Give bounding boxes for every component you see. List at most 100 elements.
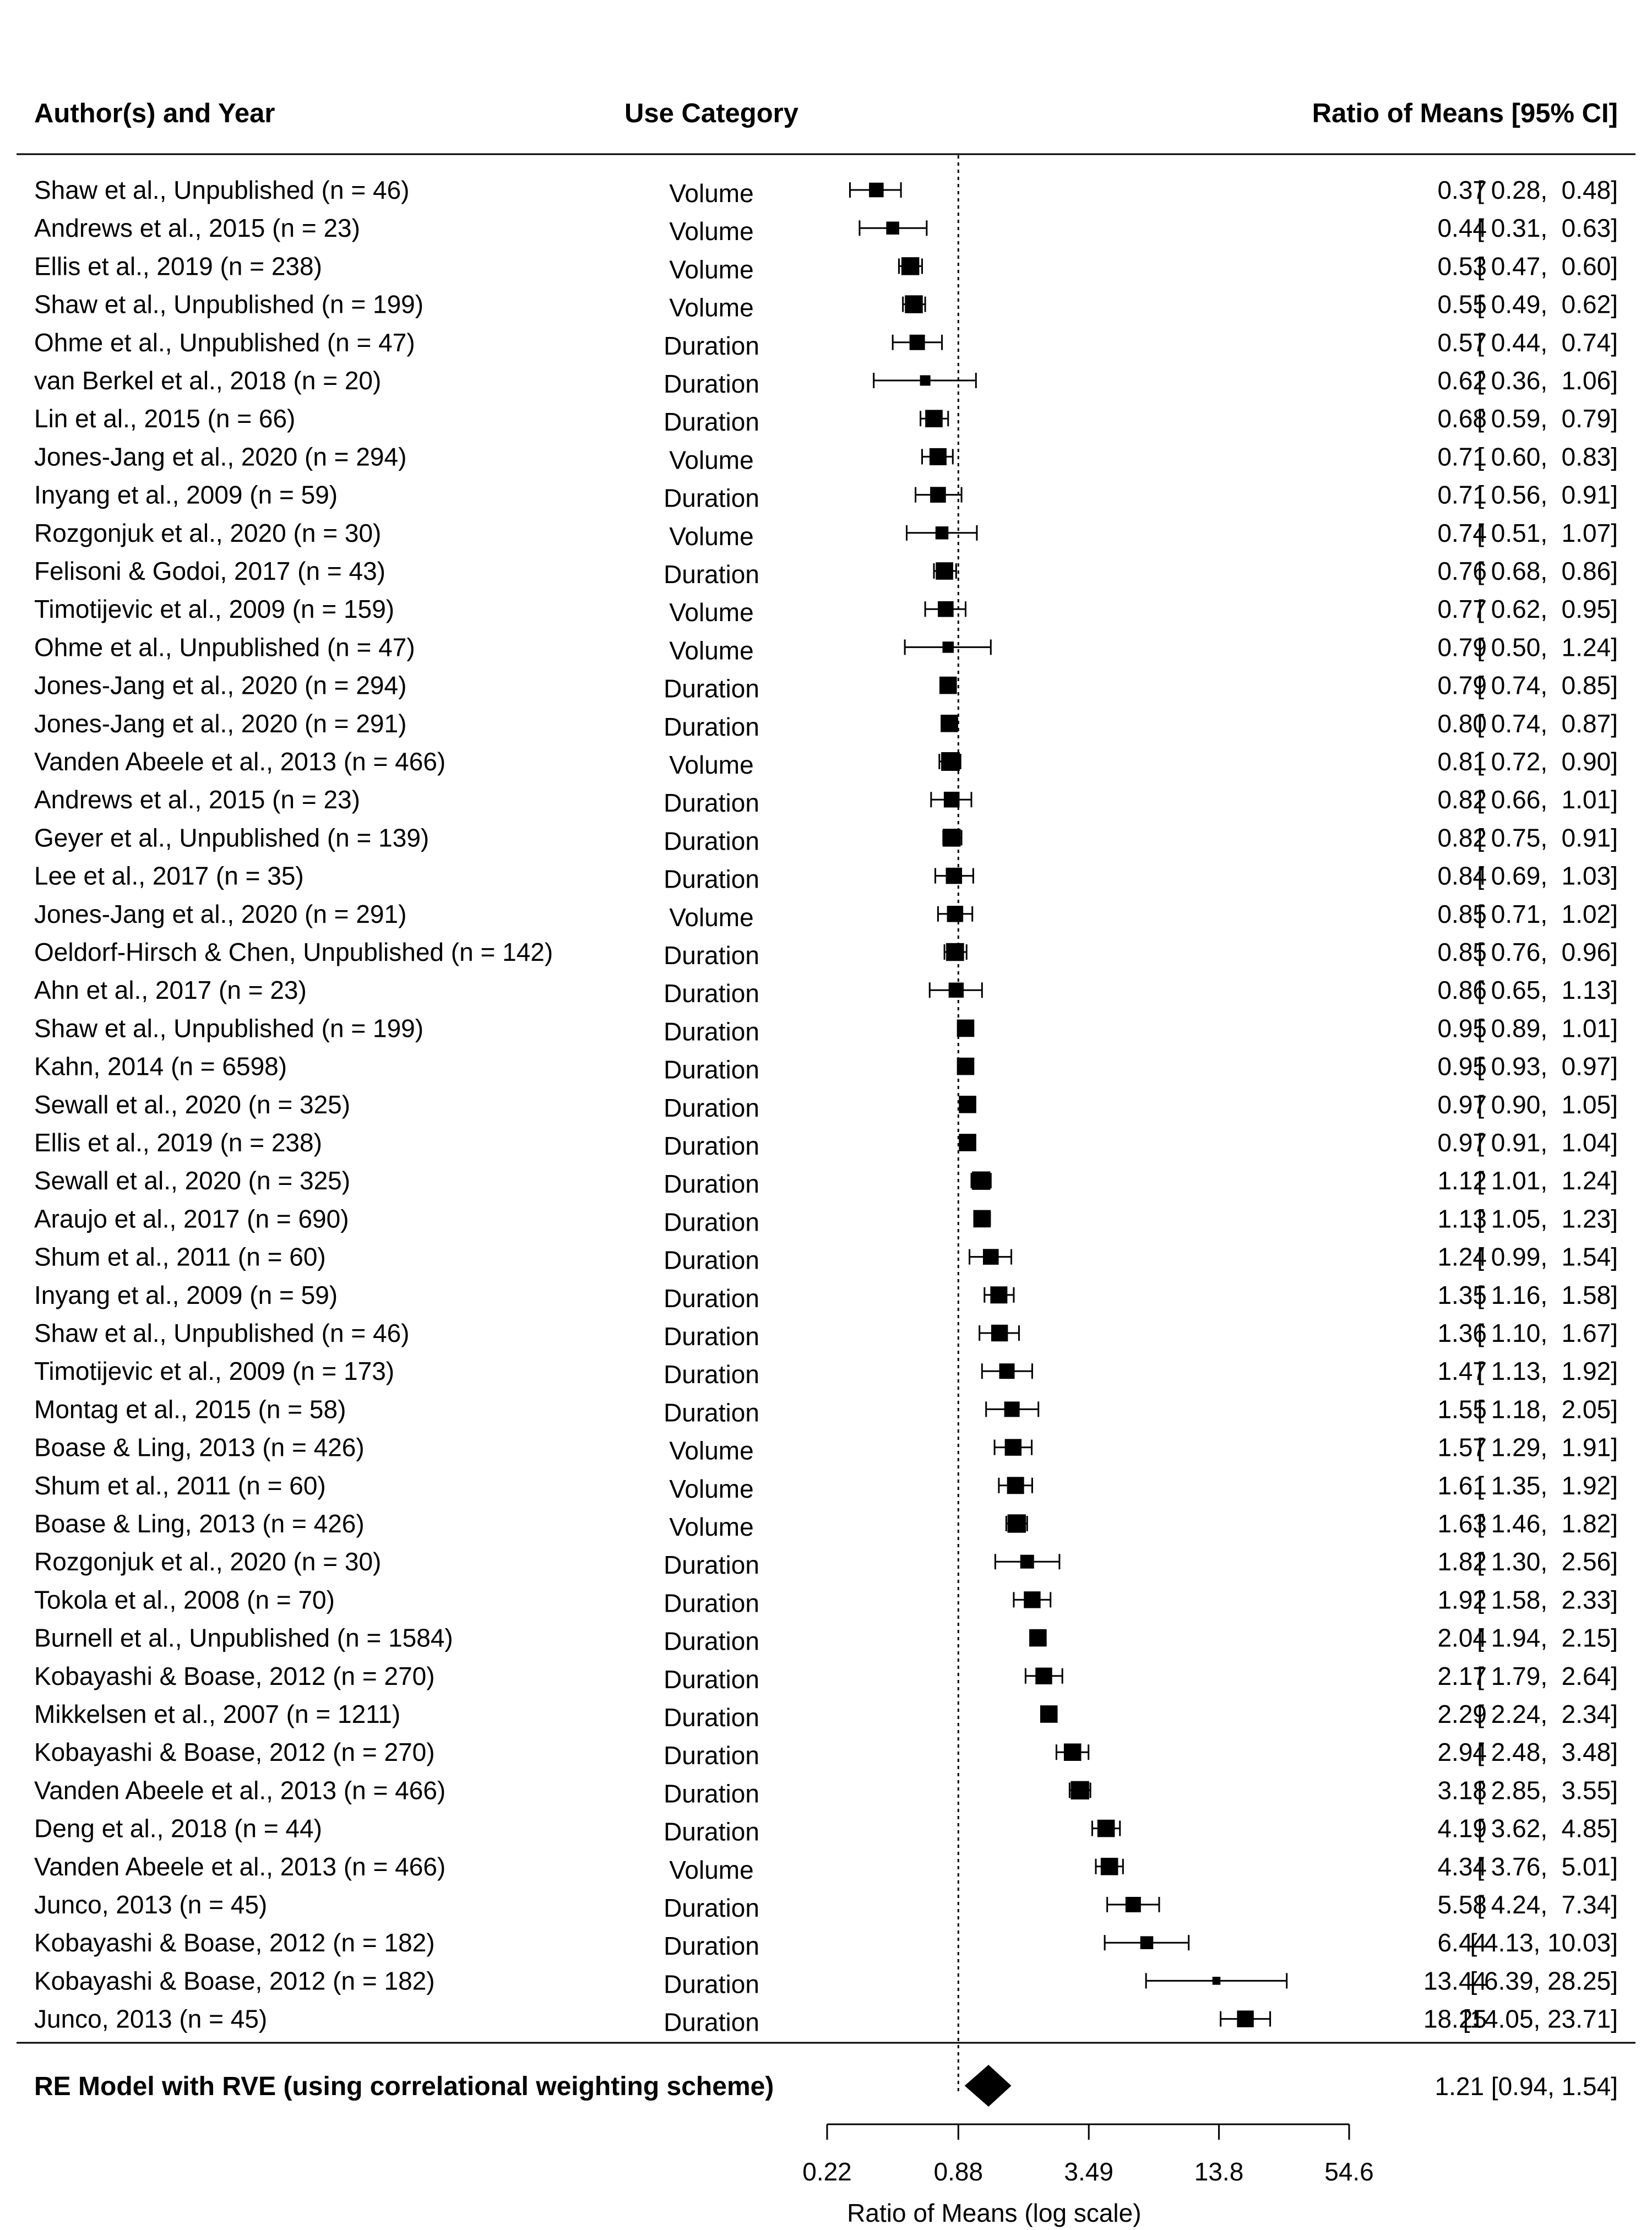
point-estimate xyxy=(909,334,925,350)
point-estimate xyxy=(1097,1819,1115,1837)
x-tick-label: 13.8 xyxy=(1194,2157,1244,2186)
study-label: Shaw et al., Unpublished (n = 199) xyxy=(34,290,423,319)
study-label: van Berkel et al., 2018 (n = 20) xyxy=(34,366,381,395)
study-label: Kobayashi & Boase, 2012 (n = 270) xyxy=(34,1738,435,1766)
study-row: Ahn et al., 2017 (n = 23) Duration 0.86[ 0… xyxy=(34,976,1618,1008)
category-label: Duration xyxy=(664,1894,759,1922)
category-label: Duration xyxy=(664,1017,759,1046)
ci-label: [ 0.49, 0.62] xyxy=(1477,290,1618,319)
study-label: Jones-Jang et al., 2020 (n = 294) xyxy=(34,442,406,471)
point-estimate xyxy=(973,1210,991,1228)
estimate-label: 4.34 xyxy=(1437,1852,1487,1881)
category-label: Duration xyxy=(664,1818,759,1846)
point-estimate xyxy=(972,1171,991,1190)
study-row: Rozgonjuk et al., 2020 (n = 30) Volume 0.7… xyxy=(34,519,1618,551)
category-label: Duration xyxy=(664,941,759,970)
ci-label: [ 0.75, 0.91] xyxy=(1477,823,1618,852)
header-category: Use Category xyxy=(624,99,798,128)
point-estimate xyxy=(959,1134,976,1151)
study-row: Ellis et al., 2019 (n = 238) Volume 0.53[ … xyxy=(34,252,1618,284)
ci-label: [ 4.24, 7.34] xyxy=(1477,1890,1618,1919)
estimate-label: 0.79 xyxy=(1437,633,1487,661)
study-row: Kobayashi & Boase, 2012 (n = 270) Duratio… xyxy=(34,1662,1618,1694)
estimate-label: 0.84 xyxy=(1437,862,1487,890)
study-row: Andrews et al., 2015 (n = 23) Volume 0.44[… xyxy=(34,214,1618,246)
category-label: Duration xyxy=(664,1322,759,1351)
point-estimate xyxy=(1070,1781,1089,1800)
point-estimate xyxy=(941,752,960,771)
x-axis-title: Ratio of Means (log scale) xyxy=(847,2199,1141,2227)
point-estimate xyxy=(869,182,884,198)
point-estimate xyxy=(1140,1936,1154,1949)
study-label: Sewall et al., 2020 (n = 325) xyxy=(34,1090,350,1119)
estimate-label: 0.37 xyxy=(1437,176,1487,204)
study-label: Felisoni & Godoi, 2017 (n = 43) xyxy=(34,557,385,585)
study-row: Oeldorf-Hirsch & Chen, Unpublished (n = … xyxy=(34,938,1618,970)
category-label: Volume xyxy=(669,522,753,551)
category-label: Duration xyxy=(664,788,759,817)
category-label: Duration xyxy=(664,1056,759,1084)
point-estimate xyxy=(959,1096,976,1113)
category-label: Duration xyxy=(664,2008,759,2037)
estimate-label: 1.82 xyxy=(1437,1547,1487,1576)
category-label: Volume xyxy=(669,445,753,474)
study-label: Kobayashi & Boase, 2012 (n = 182) xyxy=(34,1966,435,1995)
summary-diamond xyxy=(964,2065,1012,2107)
ci-label: [ 0.91, 1.04] xyxy=(1477,1128,1618,1157)
header-estimate: Ratio of Means [95% CI] xyxy=(1312,99,1618,128)
study-label: Geyer et al., Unpublished (n = 139) xyxy=(34,823,429,852)
study-label: Shaw et al., Unpublished (n = 46) xyxy=(34,176,409,204)
estimate-label: 0.80 xyxy=(1437,709,1487,738)
study-label: Boase & Ling, 2013 (n = 426) xyxy=(34,1433,365,1462)
point-estimate xyxy=(945,867,963,884)
point-estimate xyxy=(999,1363,1015,1379)
point-estimate xyxy=(957,1057,975,1075)
study-row: Shaw et al., Unpublished (n = 199) Durati… xyxy=(34,1014,1618,1046)
study-label: Sewall et al., 2020 (n = 325) xyxy=(34,1166,350,1195)
ci-label: [ 1.79, 2.64] xyxy=(1477,1662,1618,1690)
estimate-label: 1.13 xyxy=(1437,1204,1487,1233)
study-row: Inyang et al., 2009 (n = 59) Duration 1.35… xyxy=(34,1281,1618,1313)
study-row: Jones-Jang et al., 2020 (n = 291) Volume 0… xyxy=(34,900,1618,932)
ci-label: [ 0.51, 1.07] xyxy=(1477,519,1618,547)
x-axis: 0.22 0.88 3.49 13.8 54.6 Ratio of Means (log … xyxy=(802,2123,1374,2227)
study-label: Jones-Jang et al., 2020 (n = 291) xyxy=(34,709,406,738)
category-label: Duration xyxy=(664,331,759,360)
point-estimate xyxy=(920,375,931,386)
study-label: Ellis et al., 2019 (n = 238) xyxy=(34,252,322,280)
point-estimate xyxy=(1007,1514,1026,1533)
study-label: Shaw et al., Unpublished (n = 199) xyxy=(34,1014,423,1042)
point-estimate xyxy=(936,562,953,580)
summary-label: RE Model with RVE (using correlational w… xyxy=(34,2072,774,2101)
point-estimate xyxy=(886,221,899,235)
study-label: Inyang et al., 2009 (n = 59) xyxy=(34,1281,338,1309)
point-estimate xyxy=(901,257,920,275)
ci-label: [ 0.89, 1.01] xyxy=(1477,1014,1618,1042)
point-estimate xyxy=(1004,1401,1020,1417)
estimate-label: 0.86 xyxy=(1437,976,1487,1004)
study-label: Oeldorf-Hirsch & Chen, Unpublished (n = … xyxy=(34,938,553,966)
ci-label: [ 0.31, 0.63] xyxy=(1477,214,1618,242)
point-estimate xyxy=(930,487,946,503)
study-label: Kobayashi & Boase, 2012 (n = 270) xyxy=(34,1662,435,1690)
study-row: Kobayashi & Boase, 2012 (n = 270) Duratio… xyxy=(34,1738,1618,1770)
category-label: Duration xyxy=(664,1170,759,1198)
category-label: Duration xyxy=(664,1398,759,1427)
summary-estimate: 1.21 [0.94, 1.54] xyxy=(1435,2072,1618,2101)
study-row: Shaw et al., Unpublished (n = 199) Volume… xyxy=(34,290,1618,322)
study-row: Junco, 2013 (n = 45) Duration 5.58[ 4.24, … xyxy=(34,1890,1618,1922)
study-row: Shaw et al., Unpublished (n = 46) Duratio… xyxy=(34,1319,1618,1351)
estimate-label: 18.25 xyxy=(1423,2005,1487,2033)
study-row: Vanden Abeele et al., 2013 (n = 466) Volu… xyxy=(34,747,1618,779)
estimate-label: 1.57 xyxy=(1437,1433,1487,1462)
estimate-label: 0.82 xyxy=(1437,785,1487,814)
study-row: Lee et al., 2017 (n = 35) Duration 0.84[ 0… xyxy=(34,862,1618,894)
study-label: Inyang et al., 2009 (n = 59) xyxy=(34,481,338,509)
category-label: Duration xyxy=(664,1589,759,1617)
category-label: Duration xyxy=(664,1741,759,1770)
study-row: Sewall et al., 2020 (n = 325) Duration 0.9… xyxy=(34,1090,1618,1122)
estimate-label: 0.71 xyxy=(1437,481,1487,509)
point-estimate xyxy=(1035,1667,1052,1684)
estimate-label: 0.77 xyxy=(1437,595,1487,623)
